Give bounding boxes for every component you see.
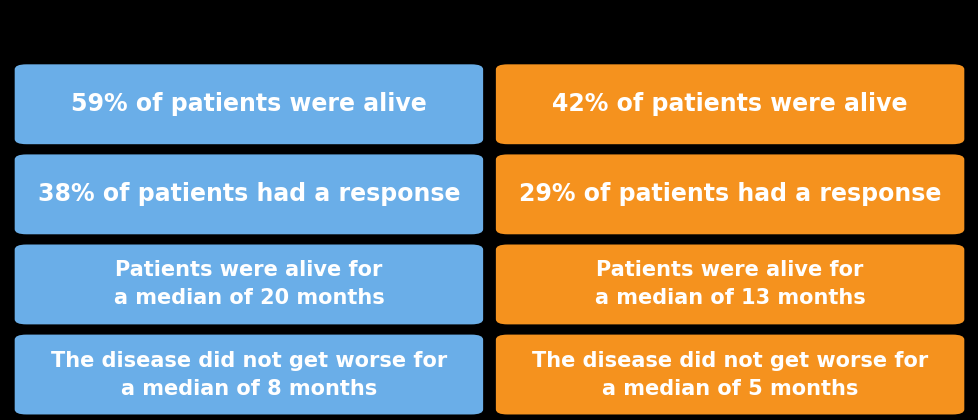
- Text: Patients were alive for
a median of 20 months: Patients were alive for a median of 20 m…: [113, 260, 384, 308]
- FancyBboxPatch shape: [495, 335, 963, 415]
- Text: 59% of patients were alive: 59% of patients were alive: [71, 92, 426, 116]
- FancyBboxPatch shape: [15, 244, 483, 324]
- Text: 29% of patients had a response: 29% of patients had a response: [518, 182, 940, 206]
- Text: Patients were alive for
a median of 13 months: Patients were alive for a median of 13 m…: [594, 260, 865, 308]
- FancyBboxPatch shape: [15, 155, 483, 234]
- FancyBboxPatch shape: [15, 64, 483, 144]
- Text: The disease did not get worse for
a median of 8 months: The disease did not get worse for a medi…: [51, 351, 447, 399]
- FancyBboxPatch shape: [495, 64, 963, 144]
- Text: The disease did not get worse for
a median of 5 months: The disease did not get worse for a medi…: [531, 351, 927, 399]
- Text: 38% of patients had a response: 38% of patients had a response: [37, 182, 460, 206]
- FancyBboxPatch shape: [495, 155, 963, 234]
- Text: 42% of patients were alive: 42% of patients were alive: [552, 92, 907, 116]
- FancyBboxPatch shape: [15, 335, 483, 415]
- FancyBboxPatch shape: [495, 244, 963, 324]
